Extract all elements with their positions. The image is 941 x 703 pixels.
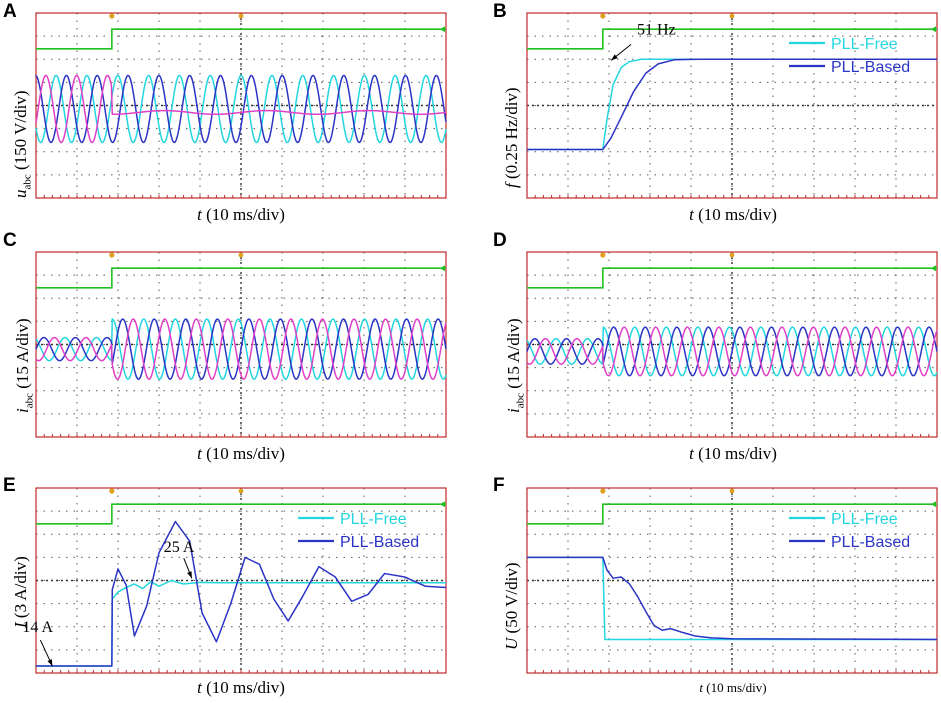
level-marker <box>440 265 445 272</box>
legend-label: PLL-Based <box>831 59 910 76</box>
trigger-marker <box>109 13 115 19</box>
panel-F: PLL-Free PLL-Based <box>526 487 938 674</box>
annotation-arrowhead <box>47 659 53 667</box>
enable-signal <box>36 267 446 289</box>
x-axis-label: t (10 ms/div) <box>197 678 285 697</box>
series-phase-b <box>526 326 938 377</box>
series-pll-based <box>527 556 938 641</box>
panel-E: PLL-Free PLL-Based 25 A 14 A <box>22 487 447 674</box>
panel-A <box>35 12 447 199</box>
y-axis-label: U (50 V/div) <box>502 562 521 650</box>
trigger-marker <box>600 13 606 19</box>
legend-label: PLL-Free <box>831 36 898 53</box>
trigger-marker <box>600 488 606 494</box>
center-marker <box>238 252 244 258</box>
center-marker <box>238 488 244 494</box>
enable-signal <box>527 267 937 289</box>
center-marker <box>729 252 735 258</box>
level-marker <box>440 501 445 508</box>
series-phase-c <box>35 318 447 380</box>
trigger-marker <box>109 252 115 258</box>
series-phase-a <box>526 326 938 377</box>
series-phase-b <box>35 318 447 380</box>
center-marker <box>238 13 244 19</box>
annotation-label: 25 A <box>164 539 195 556</box>
y-axis-label: iabc (15 A/div) <box>13 318 36 413</box>
annotation-arrowhead <box>187 571 192 579</box>
series-phase-c <box>526 326 938 377</box>
enable-signal <box>527 28 937 50</box>
series-phase-a <box>35 318 447 380</box>
panel-D <box>526 251 938 438</box>
series-pll-free <box>527 58 937 151</box>
legend-label: PLL-Free <box>831 511 898 528</box>
annotation-arrowhead <box>611 54 618 61</box>
annotation-label: 51 Hz <box>637 21 676 38</box>
panel-B: PLL-Free PLL-Based 51 Hz <box>526 12 938 199</box>
level-marker <box>440 26 445 33</box>
panel-letter: A <box>3 1 17 22</box>
enable-signal <box>527 503 937 525</box>
y-axis-label: I (3 A/div) <box>11 556 30 628</box>
series-phase-b <box>35 74 447 144</box>
x-axis-label: t (10 ms/div) <box>699 680 767 695</box>
center-marker <box>729 13 735 19</box>
trigger-marker <box>109 488 115 494</box>
x-axis-label: t (10 ms/div) <box>689 444 777 463</box>
legend-label: PLL-Based <box>831 534 910 551</box>
y-axis-label: f (0.25 Hz/div) <box>502 87 521 188</box>
enable-signal <box>36 503 446 525</box>
grid <box>527 252 937 437</box>
level-marker <box>931 26 936 33</box>
y-axis-label: uabc (150 V/div) <box>11 90 34 198</box>
series-pll-based <box>36 520 447 667</box>
legend-label: PLL-Based <box>340 534 419 551</box>
legend-label: PLL-Free <box>340 511 407 528</box>
level-marker <box>931 501 936 508</box>
y-axis-label: iabc (15 A/div) <box>504 318 527 413</box>
series-phase-a <box>35 74 447 144</box>
enable-signal <box>36 28 446 50</box>
grid <box>36 252 446 437</box>
x-axis-label: t (10 ms/div) <box>689 205 777 224</box>
panel-letter: F <box>493 475 505 496</box>
panel-letter: B <box>493 1 507 22</box>
annotation-label: 14 A <box>22 619 53 636</box>
panel-letter: E <box>3 475 16 496</box>
grid <box>36 488 446 673</box>
grid <box>36 13 446 198</box>
level-marker <box>931 265 936 272</box>
center-marker <box>729 488 735 494</box>
series-phase-c <box>35 74 447 144</box>
trigger-marker <box>600 252 606 258</box>
x-axis-label: t (10 ms/div) <box>197 444 285 463</box>
panel-letter: D <box>493 230 507 251</box>
series-pll-based <box>527 58 937 151</box>
x-axis-label: t (10 ms/div) <box>197 205 285 224</box>
panel-C <box>35 251 447 438</box>
panel-letter: C <box>3 230 17 251</box>
